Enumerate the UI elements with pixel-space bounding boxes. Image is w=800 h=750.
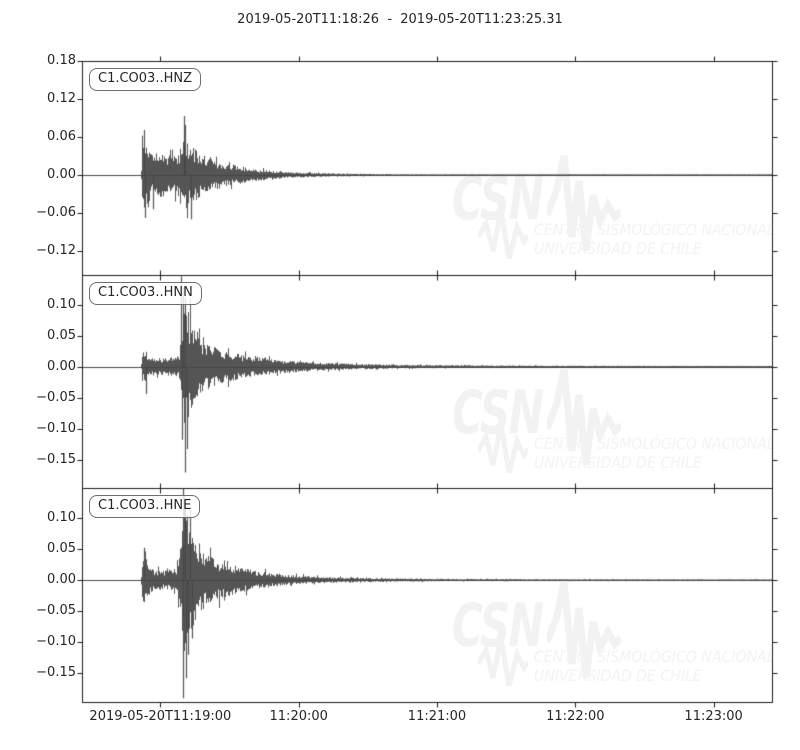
x-tick-label: 11:20:00 (269, 709, 328, 724)
y-tick-label: 0.00 (47, 572, 76, 588)
x-tick-label: 11:21:00 (407, 709, 467, 724)
y-tick-label: −0.05 (36, 389, 76, 405)
y-tick-label: −0.05 (36, 603, 76, 619)
x-tick-label: 11:22:00 (546, 709, 605, 724)
y-tick-label: 0.10 (47, 296, 76, 312)
y-tick-label: −0.12 (36, 242, 76, 258)
y-tick-label: 0.06 (47, 128, 76, 144)
y-tick-label: −0.10 (36, 420, 76, 436)
y-tick-label: 0.10 (47, 509, 76, 525)
y-tick-label: 0.18 (47, 53, 76, 68)
y-tick-label: −0.06 (36, 204, 76, 220)
y-tick-label: 0.05 (47, 327, 76, 343)
x-tick-label: 11:23:00 (684, 709, 743, 724)
y-tick-label: −0.10 (36, 634, 76, 650)
y-tick-label: −0.15 (36, 451, 76, 467)
y-tick-label: 0.05 (47, 540, 76, 556)
y-tick-label: 0.00 (47, 166, 76, 182)
y-tick-label: 0.12 (47, 90, 76, 106)
channel-label-hnz: C1.CO03..HNZ (89, 68, 202, 91)
y-tick-label: −0.15 (36, 665, 76, 681)
x-tick-label: 2019-05-20T11:19:00 (89, 709, 232, 724)
channel-label-hne: C1.CO03..HNE (89, 495, 201, 518)
y-tick-label: 0.00 (47, 358, 76, 374)
channel-label-hnn: C1.CO03..HNN (89, 282, 202, 305)
